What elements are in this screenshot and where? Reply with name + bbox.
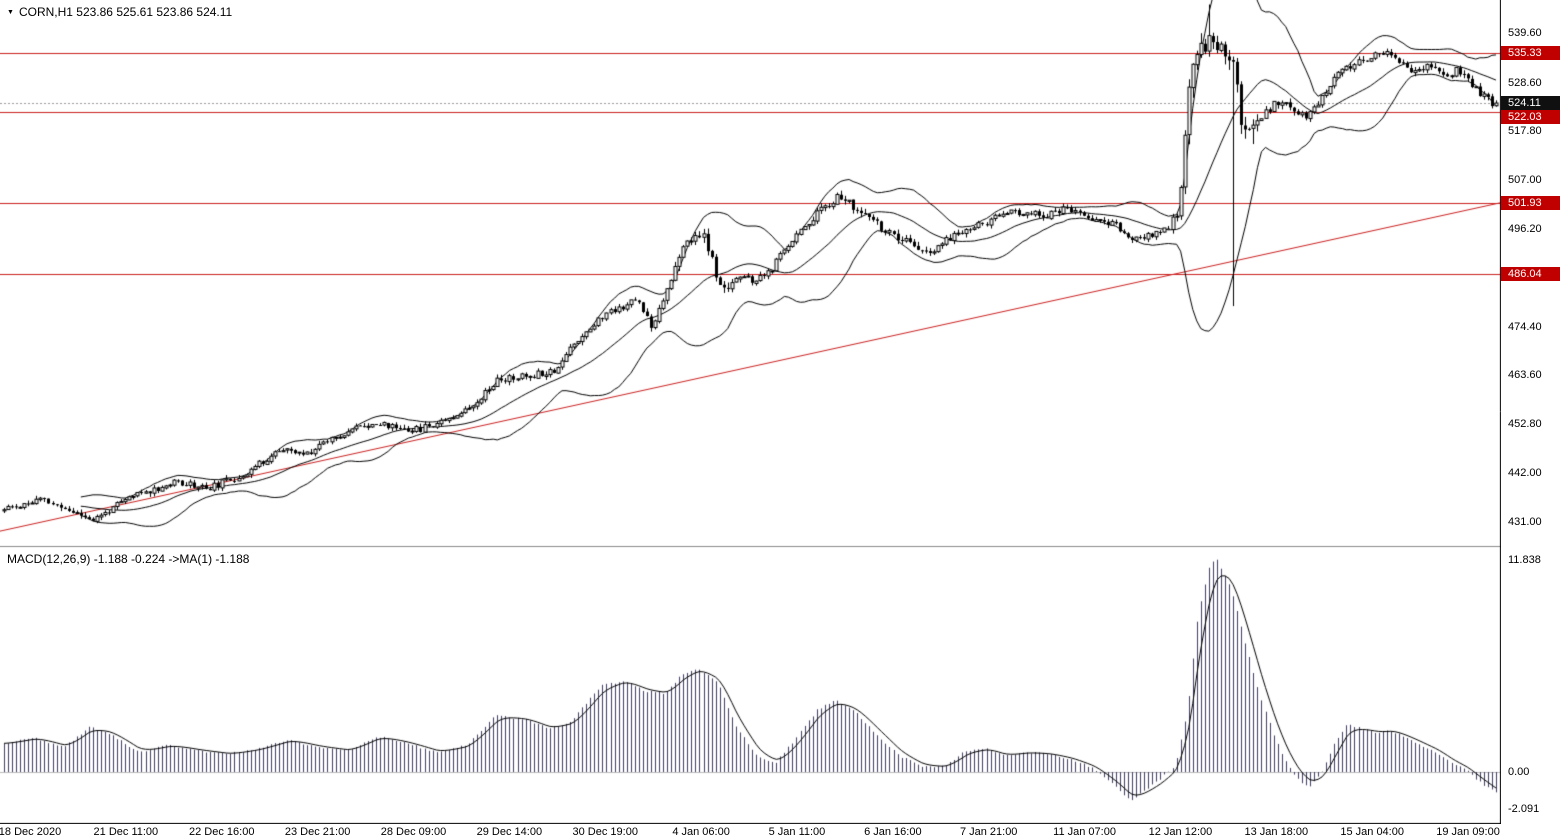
- price-badge-535.33: 535.33: [1501, 45, 1560, 60]
- price-tick-label: 452.80: [1508, 418, 1542, 431]
- symbol-header: ▼ CORN,H1 523.86 525.61 523.86 524.11: [7, 5, 232, 19]
- price-badge-501.93: 501.93: [1501, 195, 1560, 210]
- time-tick-label: 7 Jan 21:00: [959, 826, 1018, 838]
- time-tick-label: 19 Jan 09:00: [1436, 826, 1500, 838]
- time-tick-label: 18 Dec 2020: [0, 826, 62, 838]
- symbol-ohlc-label: CORN,H1 523.86 525.61 523.86 524.11: [18, 5, 233, 19]
- time-tick-label: 4 Jan 06:00: [672, 826, 730, 838]
- time-tick-label: 6 Jan 16:00: [864, 826, 922, 838]
- price-scale[interactable]: 539.60 528.60 517.80 507.00 496.20 474.40 463.…: [1501, 0, 1560, 824]
- macd-tick-label: 0.00: [1508, 766, 1530, 778]
- macd-indicator-label: MACD(12,26,9) -1.188 -0.224 ->MA(1) -1.1…: [7, 552, 250, 566]
- price-tick-label: 431.00: [1508, 516, 1542, 529]
- price-tick-label: 474.40: [1508, 320, 1542, 333]
- price-tick-label: 517.80: [1508, 125, 1542, 138]
- macd-tick-label: -2.091: [1508, 803, 1540, 816]
- time-tick-label: 30 Dec 19:00: [572, 826, 638, 838]
- time-tick-label: 13 Jan 18:00: [1244, 826, 1309, 838]
- price-badge-486.04: 486.04: [1501, 267, 1560, 282]
- price-tick-label: 507.00: [1508, 174, 1542, 187]
- time-tick-label: 15 Jan 04:00: [1340, 826, 1404, 838]
- price-tick-label: 528.60: [1508, 76, 1542, 89]
- time-tick-label: 11 Jan 07:00: [1053, 826, 1116, 838]
- time-tick-label: 22 Dec 16:00: [189, 826, 255, 838]
- price-badge-524.11: 524.11: [1501, 96, 1560, 111]
- time-tick-label: 29 Dec 14:00: [476, 826, 543, 838]
- macd-tick-label: 11.838: [1508, 554, 1541, 566]
- price-badge-522.03: 522.03: [1501, 110, 1560, 125]
- price-tick-label: 442.00: [1508, 466, 1542, 479]
- time-tick-label: 5 Jan 11:00: [768, 826, 826, 838]
- price-tick-label: 496.20: [1508, 222, 1542, 235]
- time-tick-label: 12 Jan 12:00: [1148, 826, 1213, 838]
- price-tick-label: 463.60: [1508, 369, 1542, 382]
- time-tick-label: 21 Dec 11:00: [93, 826, 159, 838]
- time-scale[interactable]: 18 Dec 2020 21 Dec 11:00 22 Dec 16:00 23 De…: [0, 824, 1560, 840]
- chevron-down-icon[interactable]: ▼: [7, 8, 14, 16]
- time-tick-label: 23 Dec 21:00: [284, 826, 351, 838]
- time-tick-label: 28 Dec 09:00: [380, 826, 447, 838]
- price-tick-label: 539.60: [1508, 27, 1542, 40]
